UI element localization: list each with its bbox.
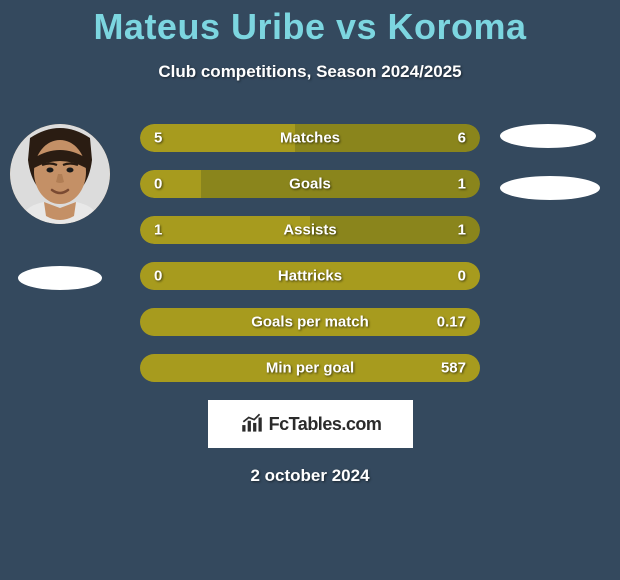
chart-icon [239, 411, 265, 437]
stat-value-left: 0 [154, 176, 162, 193]
player-right-block [500, 124, 600, 200]
stat-bar: 0.17 Goals per match [140, 308, 480, 336]
bar-right-fill [201, 170, 480, 198]
date-label: 2 october 2024 [0, 466, 620, 486]
stat-label: Hattricks [278, 268, 342, 285]
stat-label: Min per goal [266, 360, 354, 377]
logo-text: FcTables.com [269, 414, 382, 435]
stat-bar: 1 1 Assists [140, 216, 480, 244]
stat-value-right: 6 [458, 130, 466, 147]
stat-value-left: 0 [154, 268, 162, 285]
stat-value-right: 0.17 [437, 314, 466, 331]
stat-bar: 587 Min per goal [140, 354, 480, 382]
stat-label: Goals [289, 176, 331, 193]
stat-value-right: 0 [458, 268, 466, 285]
stat-label: Assists [283, 222, 336, 239]
stat-bar: 0 1 Goals [140, 170, 480, 198]
avatar-placeholder-icon [10, 124, 110, 224]
bar-left-fill [140, 170, 201, 198]
logo-card: FcTables.com [208, 400, 413, 448]
player1-avatar [10, 124, 110, 224]
stat-value-right: 1 [458, 222, 466, 239]
stat-value-right: 587 [441, 360, 466, 377]
stat-label: Goals per match [251, 314, 369, 331]
player-left-block [10, 124, 110, 290]
player2-avatar-placeholder [500, 124, 596, 148]
page-title: Mateus Uribe vs Koroma [0, 0, 620, 48]
stat-label: Matches [280, 130, 340, 147]
stat-bar: 5 6 Matches [140, 124, 480, 152]
comparison-area: 5 6 Matches 0 1 Goals 1 1 Assists 0 0 Hattricks 0.17… [0, 124, 620, 382]
stat-value-left: 1 [154, 222, 162, 239]
subtitle: Club competitions, Season 2024/2025 [0, 62, 620, 82]
stat-value-left: 5 [154, 130, 162, 147]
stat-value-right: 1 [458, 176, 466, 193]
player2-name-placeholder [500, 176, 600, 200]
player1-name-placeholder [18, 266, 102, 290]
stat-bar: 0 0 Hattricks [140, 262, 480, 290]
stat-bars: 5 6 Matches 0 1 Goals 1 1 Assists 0 0 Hattricks 0.17… [140, 124, 480, 382]
bar-left-fill [140, 124, 295, 152]
